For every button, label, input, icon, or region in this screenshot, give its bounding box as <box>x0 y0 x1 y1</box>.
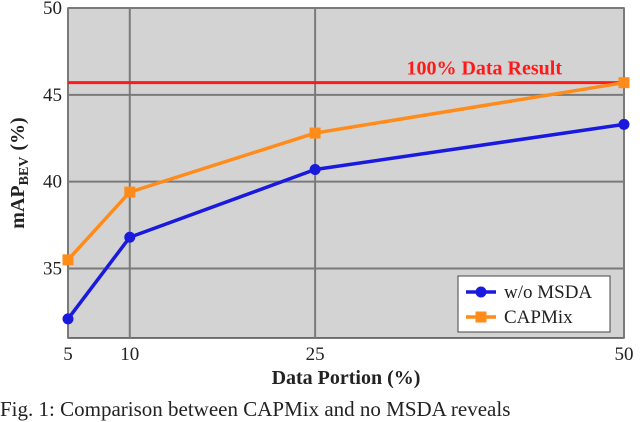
x-axis-title: Data Portion (%) <box>272 367 421 389</box>
grid <box>67 7 625 338</box>
y-tick-label: 45 <box>43 85 62 106</box>
legend-box <box>457 275 611 333</box>
y-axis-title-sub: BEV <box>17 157 32 186</box>
legend-marker-capmix <box>475 311 487 323</box>
series-line-w-o-msda <box>66 122 625 320</box>
chart: 100% Data Result 5 10 25 50 35 40 45 50 Data P… <box>7 0 634 389</box>
series-group <box>62 77 630 325</box>
x-tick-label: 5 <box>63 344 73 365</box>
legend: w/o MSDA CAPMix <box>457 275 611 333</box>
x-tick-labels: 5 10 25 50 <box>63 344 633 365</box>
data-point-w-o-msda <box>309 164 321 176</box>
data-point-capmix <box>618 77 630 89</box>
y-axis-title: mAPBEV (%) <box>7 117 32 228</box>
data-point-w-o-msda <box>124 231 136 243</box>
legend-label-capmix: CAPMix <box>504 307 573 328</box>
series-line-capmix <box>66 80 625 262</box>
data-point-w-o-msda <box>618 118 630 130</box>
y-tick-labels: 35 40 45 50 <box>43 0 62 280</box>
x-tick-label: 50 <box>615 344 634 365</box>
reference-line-label: 100% Data Result <box>406 58 562 80</box>
legend-label-w-o-msda: w/o MSDA <box>504 282 592 303</box>
data-point-capmix <box>309 127 321 139</box>
data-point-capmix <box>124 186 136 198</box>
y-axis-title-main: mAP <box>7 185 29 228</box>
y-tick-label: 35 <box>43 259 62 280</box>
y-tick-label: 50 <box>43 0 62 19</box>
x-tick-label: 10 <box>120 344 139 365</box>
data-point-capmix <box>62 254 74 266</box>
x-tick-label: 25 <box>306 344 325 365</box>
data-point-w-o-msda <box>62 313 74 325</box>
y-axis-title-unit: (%) <box>7 117 29 150</box>
y-tick-label: 40 <box>43 172 62 193</box>
figure-caption: Fig. 1: Comparison between CAPMix and no… <box>0 397 511 421</box>
legend-marker-w-o-msda <box>475 286 487 298</box>
